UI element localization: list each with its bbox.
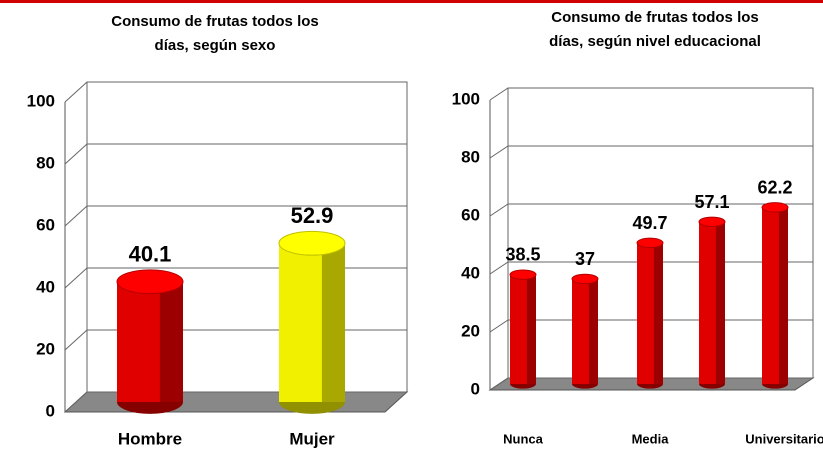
bar — [636, 237, 664, 389]
value-label: 62.2 — [757, 177, 792, 197]
x-tick-label: Nunca — [503, 431, 544, 446]
value-label: 57.1 — [694, 192, 729, 212]
bar-shadow — [526, 274, 536, 384]
bar-shadow — [159, 281, 183, 402]
grid-line — [489, 203, 813, 217]
chart-title: Consumo de frutas todos los — [111, 13, 319, 30]
chart-title: días, según sexo — [155, 37, 276, 54]
value-label: 38.5 — [505, 245, 540, 265]
bar-top — [571, 273, 599, 285]
grid-line — [64, 143, 407, 165]
y-tick-label: 100 — [452, 89, 480, 108]
y-tick-label: 60 — [36, 215, 55, 234]
y-tick-label: 100 — [27, 91, 55, 110]
value-label: 40.1 — [129, 242, 172, 267]
bar-top — [698, 216, 726, 228]
bar-shadow — [588, 278, 598, 384]
x-tick-label: Media — [632, 431, 670, 446]
x-tick-label: Hombre — [118, 429, 182, 448]
y-tick-label: 0 — [471, 379, 480, 398]
bar — [761, 202, 789, 389]
y-tick-label: 20 — [36, 339, 55, 358]
y-tick-label: 40 — [36, 277, 55, 296]
y-tick-label: 0 — [46, 401, 55, 420]
bar — [278, 230, 346, 414]
grid-line — [489, 145, 813, 159]
bar-top — [278, 230, 346, 256]
bar-top — [761, 202, 789, 213]
bar — [698, 216, 726, 389]
bar-shadow — [321, 243, 345, 402]
bar-top — [116, 269, 184, 295]
bar-shadow — [715, 221, 725, 384]
bar-shadow — [653, 242, 663, 384]
chart-title: Consumo de frutas todos los — [551, 9, 759, 26]
bar-shadow — [778, 207, 788, 384]
y-tick-label: 80 — [461, 147, 480, 166]
bar — [509, 269, 537, 389]
x-tick-label: Mujer — [289, 429, 335, 448]
y-tick-label: 80 — [36, 153, 55, 172]
value-label: 49.7 — [632, 213, 667, 233]
bar-top — [509, 269, 537, 280]
x-tick-label: Universitario — [745, 431, 823, 446]
grid-line — [489, 87, 813, 101]
value-label: 37 — [575, 249, 595, 269]
value-label: 52.9 — [291, 203, 334, 228]
y-tick-label: 20 — [461, 321, 480, 340]
bar-top — [636, 237, 664, 249]
y-tick-label: 60 — [461, 205, 480, 224]
grid-line — [64, 205, 407, 227]
chart-title: días, según nivel educacional — [549, 33, 761, 50]
bar — [571, 273, 599, 389]
y-tick-label: 40 — [461, 263, 480, 282]
floor — [63, 391, 409, 413]
bar — [116, 269, 184, 414]
grid-line — [64, 81, 407, 103]
